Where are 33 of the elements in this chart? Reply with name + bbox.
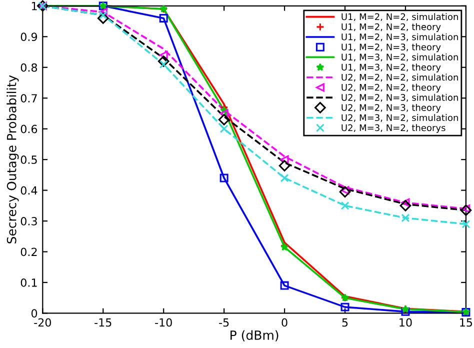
x-tick-label: 10 (400, 318, 412, 327)
x-axis-title: P (dBm) (230, 330, 278, 342)
x-tick-label: -5 (219, 318, 229, 327)
legend-label: U2, M=3, N=2, simulation (342, 114, 458, 122)
legend-label: U1, M=3, N=2, theory (342, 64, 441, 72)
y-tick-label: 0 (31, 309, 38, 318)
legend-label: U2, M=2, N=3, theory (342, 104, 441, 113)
x-tick-label: -20 (34, 318, 51, 327)
x-tick-label: -15 (94, 318, 112, 327)
y-tick-label: 1 (32, 2, 37, 10)
y-tick-label: 0.3 (20, 216, 37, 226)
x-tick-label: 15 (460, 318, 472, 327)
x-tick-label: 0 (282, 318, 288, 327)
x-tick-label: 5 (342, 318, 348, 327)
y-axis-title: Secrecy Outage Probability (6, 75, 19, 244)
legend-label: U2, M=3, N=2, theorys (342, 124, 446, 133)
y-tick-label: 0.2 (20, 248, 37, 256)
legend-label: U1, M=2, N=3, simulation (342, 33, 458, 42)
y-tick-label: 0.7 (20, 94, 37, 102)
legend-label: U2, M=2, N=3, simulation (342, 94, 458, 102)
legend-label: U1, M=2, N=2, theory (342, 23, 441, 32)
y-tick-label: 0.8 (20, 63, 38, 72)
y-tick-label: 0.1 (20, 278, 37, 287)
legend-label: U1, M=3, N=2, simulation (342, 54, 458, 62)
legend-label: U1, M=2, N=3, theory (342, 43, 441, 52)
x-tick-label: -10 (155, 318, 172, 327)
y-tick-label: 0.6 (20, 124, 38, 134)
legend-label: U2, M=2, N=2, theory (342, 84, 441, 93)
y-tick-label: 0.5 (20, 156, 37, 164)
y-tick-label: 0.4 (20, 186, 38, 195)
legend-label: U1, M=2, N=2, simulation (342, 13, 458, 22)
y-tick-label: 0.9 (20, 32, 38, 42)
legend-label: U2, M=2, N=2, simulation (342, 74, 458, 82)
